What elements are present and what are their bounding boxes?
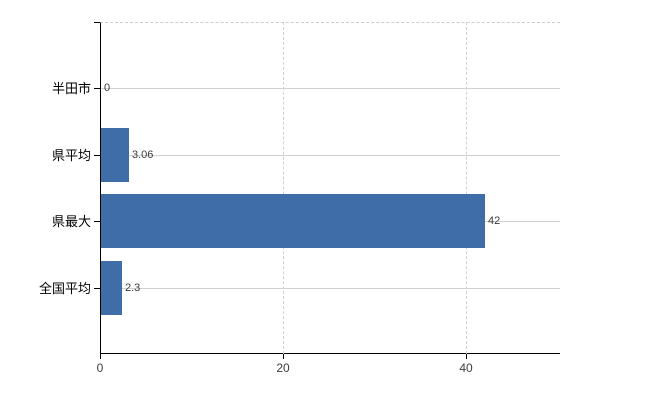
value-label: 3.06: [132, 149, 154, 161]
x-axis-tick: [100, 354, 101, 359]
vertical-gridline: [465, 22, 467, 354]
x-axis-tick: [283, 354, 284, 359]
horizontal-gridline: [101, 155, 560, 156]
x-axis-tick: [466, 354, 467, 359]
y-axis-tick: [94, 88, 100, 89]
bar: [101, 261, 122, 315]
x-tick-label: 40: [459, 361, 473, 375]
value-label: 0: [104, 82, 111, 94]
y-axis-tick: [94, 288, 100, 289]
value-label: 2.3: [125, 282, 141, 294]
category-label: 県最大: [51, 214, 91, 229]
category-label: 半田市: [51, 81, 91, 96]
y-axis-tick: [94, 155, 100, 156]
vertical-gridline: [282, 22, 284, 354]
x-tick-label: 20: [276, 361, 290, 375]
y-axis-tick: [94, 22, 100, 23]
plot-area: [100, 22, 560, 354]
y-axis-tick: [94, 221, 100, 222]
bar: [101, 128, 129, 182]
horizontal-gridline: [101, 288, 560, 289]
value-label: 42: [488, 215, 501, 227]
category-label: 全国平均: [38, 281, 91, 296]
x-tick-label: 0: [96, 361, 104, 375]
category-label: 県平均: [51, 148, 91, 163]
bar: [101, 194, 485, 248]
horizontal-gridline: [101, 88, 560, 89]
